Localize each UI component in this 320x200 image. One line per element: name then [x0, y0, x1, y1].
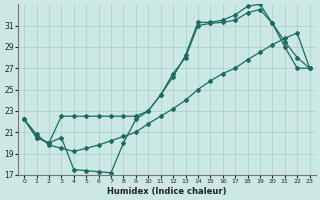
X-axis label: Humidex (Indice chaleur): Humidex (Indice chaleur): [107, 187, 227, 196]
